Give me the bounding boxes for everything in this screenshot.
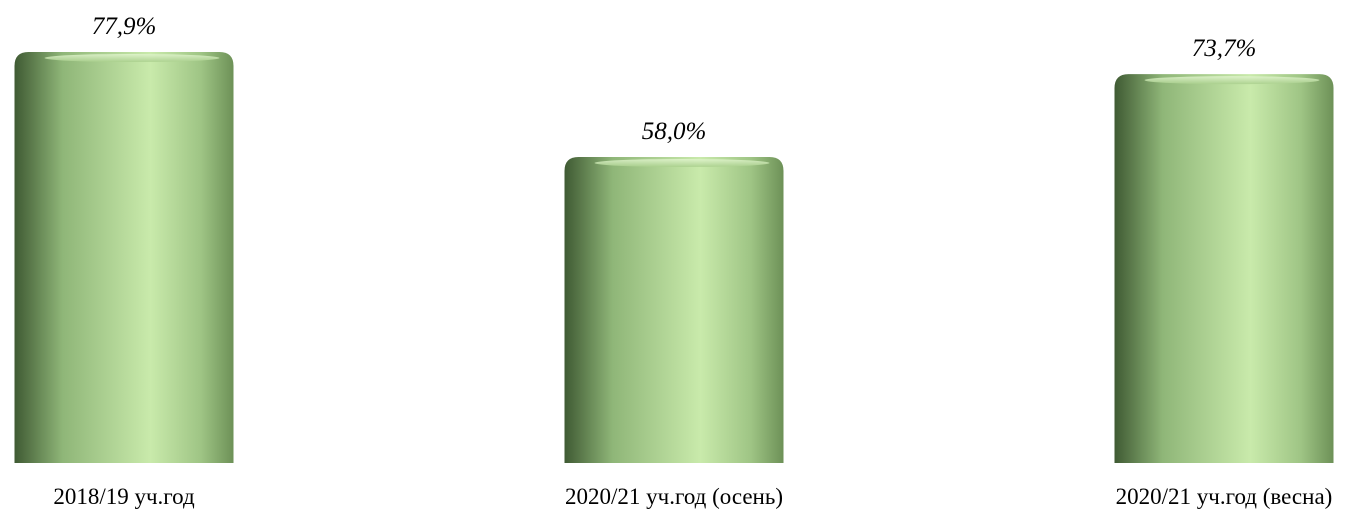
value-labels-group: 77,9% 58,0% 73,7% xyxy=(92,13,1257,145)
bar-1 xyxy=(14,52,234,463)
value-label-3: 73,7% xyxy=(1192,35,1257,62)
bar-3 xyxy=(1114,74,1334,463)
category-labels-group: 2018/19 уч.год 2020/21 уч.год (осень) 2020… xyxy=(53,484,1332,509)
bars-group xyxy=(14,52,1334,463)
bar-top-highlight-3 xyxy=(1144,76,1320,85)
value-label-1: 77,9% xyxy=(92,13,157,40)
bar-top-highlight-2 xyxy=(594,158,770,167)
bar-2 xyxy=(564,156,784,463)
category-label-3: 2020/21 уч.год (весна) xyxy=(1116,484,1333,509)
value-label-2: 58,0% xyxy=(642,118,707,145)
bar-top-highlight-1 xyxy=(44,54,220,62)
category-label-1: 2018/19 уч.год xyxy=(53,484,195,509)
category-label-2: 2020/21 уч.год (осень) xyxy=(565,484,783,509)
